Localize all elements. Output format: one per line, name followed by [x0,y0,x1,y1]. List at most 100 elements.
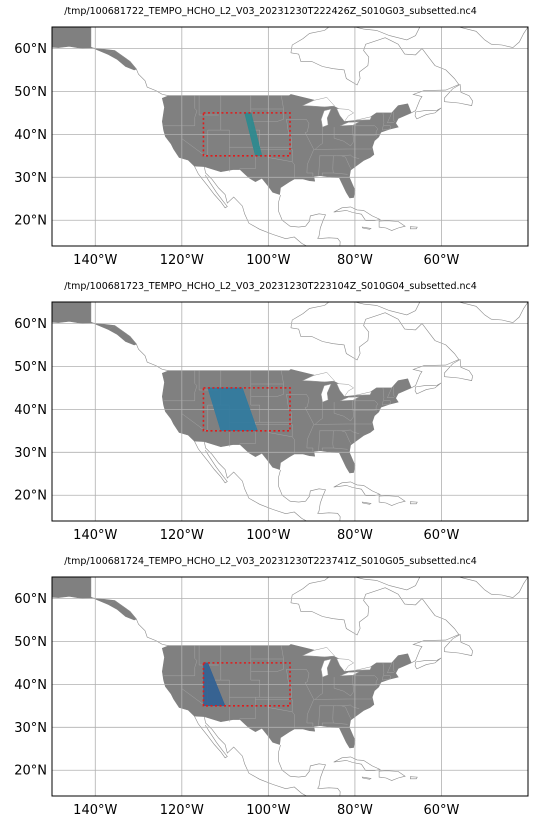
coastline [458,302,528,323]
coastline [194,715,228,759]
island-coastline [333,206,381,221]
state-border [355,675,379,687]
state-border [381,387,391,406]
island-coastline [444,359,473,381]
coastline [290,312,460,389]
state-border [333,400,354,422]
subset-bounding-box [202,387,291,432]
great-lake [355,391,372,396]
state-border [393,661,395,672]
coastline [290,27,330,53]
state-border [333,125,354,147]
great-lake [320,658,332,678]
state-border [314,402,323,425]
state-border [355,125,379,137]
lon-tick-label: 60°W [424,803,460,818]
state-border [387,662,396,674]
state-border [314,677,323,700]
lat-tick-label: 40°N [14,678,47,693]
great-lake [340,396,360,402]
panel-title: /tmp/100681723_TEMPO_HCHO_L2_V03_2023123… [64,281,477,292]
state-border [352,673,357,676]
state-border [292,436,295,454]
great-lake [340,671,360,677]
state-border [319,154,360,160]
subset-bounding-box [202,112,291,157]
usa-land [161,644,412,749]
island-coastline [414,107,442,120]
panel-title: /tmp/100681722_TEMPO_HCHO_L2_V03_2023123… [64,6,477,17]
island-coastline [378,495,406,506]
state-border [355,400,379,412]
great-lake [320,108,332,128]
state-border [304,669,315,727]
island-coastline [361,501,372,505]
axes-frame [51,26,529,247]
state-border [239,422,256,445]
map-content [52,302,528,521]
state-border [333,172,348,175]
axes-frame [51,301,529,522]
coastline [354,577,421,591]
state-border [318,430,321,451]
state-border [393,386,395,397]
island-coastline [444,84,473,106]
island-coastline [409,226,418,230]
lon-tick-label: 120°W [160,253,204,268]
state-border [341,430,352,444]
lon-tick-label: 80°W [337,253,373,268]
lat-tick-label: 40°N [14,403,47,418]
coastline [277,469,341,521]
coastline [277,744,341,796]
lon-tick-label: 140°W [73,253,117,268]
coastline [290,302,330,328]
coastline [354,302,421,316]
state-border [352,684,377,686]
island-coastline [414,382,442,395]
state-border [381,112,391,131]
state-border [319,429,360,435]
state-border [352,134,377,136]
coastline [108,600,169,646]
state-border [333,447,348,450]
state-border [333,722,348,725]
state-border [393,111,395,122]
coastline [108,50,169,96]
lat-tick-label: 60°N [14,42,47,57]
lon-tick-label: 60°W [424,528,460,543]
state-border [319,704,360,710]
lat-tick-label: 50°N [14,360,47,375]
state-border [304,394,315,452]
state-border [239,697,256,720]
island-coastline [414,657,442,670]
map-panel-1: /tmp/100681722_TEMPO_HCHO_L2_V03_2023123… [0,0,541,270]
subset-bounding-box [202,662,291,707]
coastline [458,577,528,598]
island-coastline [378,770,406,781]
island-coastline [409,776,418,780]
usa-land [161,94,412,199]
coastline [204,166,308,246]
coastline [204,441,308,521]
state-border [314,127,323,150]
lon-tick-label: 100°W [246,528,290,543]
usa-land [161,369,412,474]
great-lake [302,647,336,658]
island-coastline [333,756,381,771]
great-lake [336,658,355,672]
coastline [108,325,169,371]
lat-tick-label: 60°N [14,592,47,607]
great-lake [340,121,360,127]
great-lake [320,383,332,403]
coastline [290,577,330,603]
state-border [381,662,391,681]
island-coastline [409,501,418,505]
lat-tick-label: 40°N [14,128,47,143]
map-panel-2: /tmp/100681723_TEMPO_HCHO_L2_V03_2023123… [0,275,541,545]
map-svg: 60°N 50°N 40°N 30°N 20°N 140°W 120°W 100°W 80°W 6… [14,576,529,818]
lon-tick-label: 120°W [160,528,204,543]
map-svg: 60°N 50°N 40°N 30°N 20°N 140°W 120°W 100°W 80°W 6… [14,26,529,268]
map-svg: 60°N 50°N 40°N 30°N 20°N 140°W 120°W 100°W 80°W 6… [14,301,529,543]
state-border [387,387,396,399]
lon-tick-label: 80°W [337,528,373,543]
